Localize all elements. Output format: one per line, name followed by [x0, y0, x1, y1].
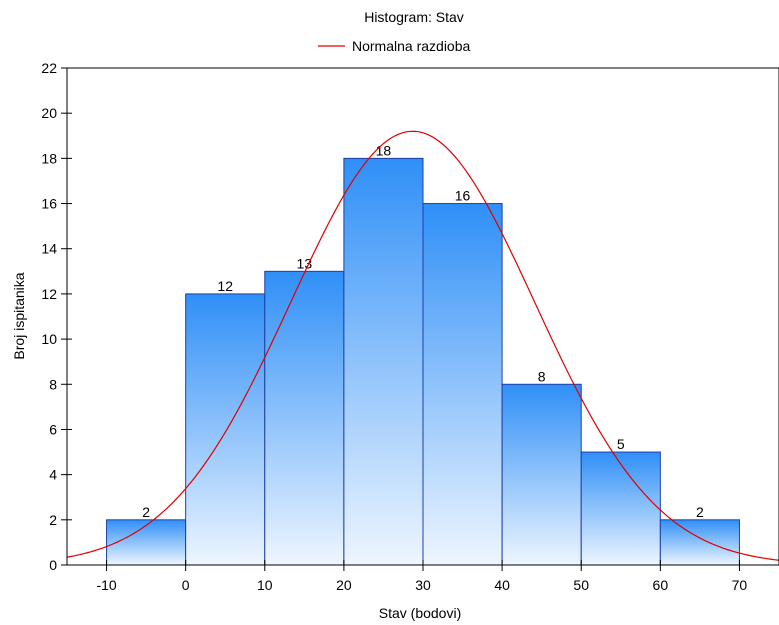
chart-title: Histogram: Stav	[364, 9, 464, 25]
histogram-bar	[264, 270, 345, 566]
normal-distribution-curve	[66, 130, 779, 561]
x-tick-label: 50	[573, 577, 589, 593]
y-tick-label: 2	[49, 512, 57, 528]
x-tick-label: 30	[415, 577, 431, 593]
x-axis: -10 0 10 20 30 40 50 60 70	[96, 560, 747, 593]
y-axis: 0 2 4 6 8 10 12 14 16 18 20 22	[41, 60, 72, 573]
x-tick-label: 20	[336, 577, 352, 593]
y-tick-label: 20	[41, 105, 57, 121]
legend: Normalna razdioba	[318, 38, 470, 54]
y-axis-title: Broj ispitanika	[11, 272, 27, 359]
histogram-bar	[501, 383, 582, 566]
histogram-bar	[343, 157, 424, 566]
histogram-bar	[580, 451, 661, 566]
y-tick-label: 10	[41, 331, 57, 347]
x-tick-label: 40	[494, 577, 510, 593]
bar-value-label: 18	[376, 142, 392, 158]
histogram-bar	[659, 519, 740, 566]
bar-value-label: 16	[455, 188, 471, 204]
bar-value-label: 2	[696, 504, 704, 520]
y-tick-label: 14	[41, 241, 57, 257]
histogram-bar	[185, 293, 266, 566]
bar-value-label: 2	[142, 504, 150, 520]
y-tick-label: 6	[49, 421, 57, 437]
legend-label: Normalna razdioba	[352, 38, 470, 54]
y-tick-label: 4	[49, 467, 57, 483]
histogram-bar	[106, 519, 187, 566]
bar-value-label: 8	[538, 368, 546, 384]
x-tick-label: 60	[653, 577, 669, 593]
bar-value-label: 12	[217, 278, 233, 294]
histogram-bar	[422, 203, 503, 566]
y-tick-label: 22	[41, 60, 57, 76]
y-tick-label: 12	[41, 286, 57, 302]
y-tick-label: 8	[49, 376, 57, 392]
y-tick-label: 16	[41, 196, 57, 212]
bar-value-label: 5	[617, 436, 625, 452]
x-tick-label: 70	[732, 577, 748, 593]
x-tick-label: -10	[96, 577, 116, 593]
bars-group	[106, 157, 740, 566]
y-tick-label: 0	[49, 557, 57, 573]
x-tick-label: 10	[257, 577, 273, 593]
bar-value-label: 13	[297, 255, 313, 271]
x-tick-label: 0	[182, 577, 190, 593]
y-tick-label: 18	[41, 150, 57, 166]
x-axis-title: Stav (bodovi)	[379, 605, 461, 621]
